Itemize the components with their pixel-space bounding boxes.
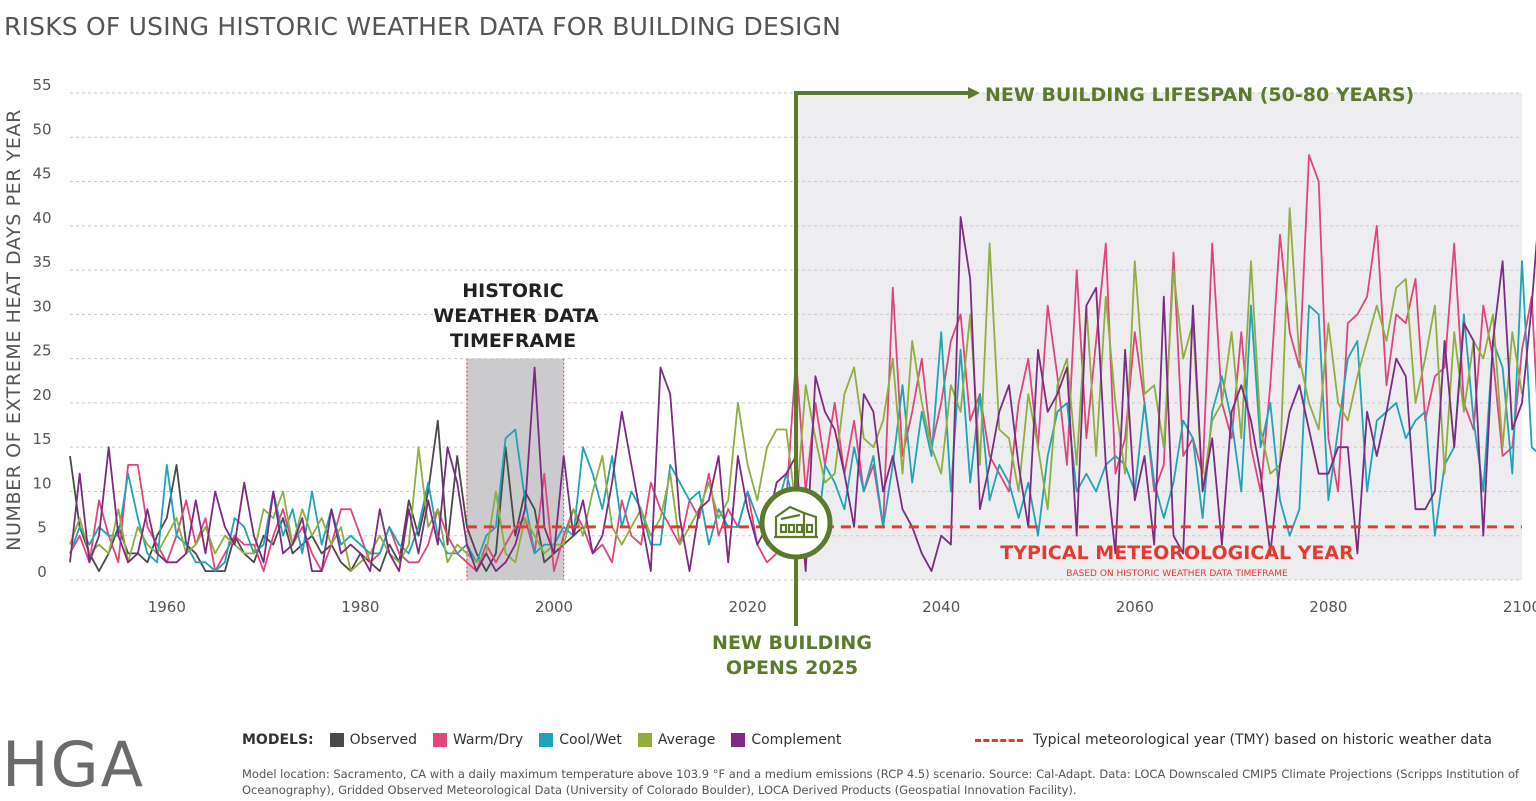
y-tick-5: 5	[37, 519, 47, 537]
y-tick-25: 25	[32, 342, 51, 360]
y-axis-label: NUMBER OF EXTREME HEAT DAYS PER YEAR	[3, 109, 25, 551]
legend-item-cool-wet: Cool/Wet	[539, 732, 622, 748]
footer: HGA MODELS: Observed Warm/Dry Cool/Wet A…	[0, 708, 1536, 801]
legend-label-observed: Observed	[349, 732, 417, 748]
legend-item-observed: Observed	[329, 732, 417, 748]
x-tick-1960: 1960	[148, 598, 186, 616]
legend-swatch-complement	[731, 733, 746, 747]
y-axis-ticks: 0 5 10 15 20 25 30 35 40 45 50 55	[32, 76, 51, 581]
tmy-legend-dash	[975, 738, 1023, 742]
y-tick-35: 35	[32, 253, 51, 271]
opens-label-1: NEW BUILDING	[712, 632, 872, 654]
legend-label-average: Average	[657, 732, 716, 748]
series-complement	[69, 216, 1536, 572]
y-tick-50: 50	[32, 120, 51, 138]
historic-label-1: HISTORIC	[462, 280, 563, 302]
historic-label-3: TIMEFRAME	[450, 330, 576, 352]
opens-label-2: OPENS 2025	[726, 657, 858, 679]
y-tick-30: 30	[32, 297, 51, 315]
legend-swatch-observed	[329, 733, 344, 747]
x-tick-2020: 2020	[729, 598, 767, 616]
y-tick-40: 40	[32, 209, 51, 227]
tmy-label: TYPICAL METEOROLOGICAL YEAR	[1000, 542, 1354, 564]
legend-label-cool-wet: Cool/Wet	[559, 732, 622, 748]
x-tick-2060: 2060	[1116, 598, 1154, 616]
x-tick-2100: 2100	[1503, 598, 1536, 616]
y-tick-15: 15	[32, 430, 51, 448]
chart: RISKS OF USING HISTORIC WEATHER DATA FOR…	[3, 12, 1536, 679]
legend-item-complement: Complement	[731, 732, 841, 748]
lifespan-arrow	[968, 87, 980, 99]
tmy-legend: Typical meteorological year (TMY) based …	[975, 732, 1492, 748]
legend-swatch-cool-wet	[539, 733, 554, 747]
source-note: Model location: Sacramento, CA with a da…	[242, 767, 1520, 797]
legend-title: MODELS:	[242, 732, 314, 748]
historic-label-2: WEATHER DATA	[433, 305, 599, 327]
legend-label-warm-dry: Warm/Dry	[452, 732, 524, 748]
tmy-sublabel: BASED ON HISTORIC WEATHER DATA TIMEFRAME	[1066, 569, 1288, 579]
x-axis-ticks: 1960 1980 2000 2020 2040 2060 2080 2100	[148, 598, 1536, 616]
chart-title: RISKS OF USING HISTORIC WEATHER DATA FOR…	[4, 12, 841, 41]
hga-logo: HGA	[2, 728, 146, 801]
legend-swatch-warm-dry	[432, 733, 447, 747]
legend-swatch-average	[637, 733, 652, 747]
y-tick-45: 45	[32, 165, 51, 183]
x-tick-1980: 1980	[341, 598, 379, 616]
x-tick-2000: 2000	[535, 598, 573, 616]
legend-item-warm-dry: Warm/Dry	[432, 732, 524, 748]
x-tick-2040: 2040	[922, 598, 960, 616]
lifespan-label: NEW BUILDING LIFESPAN (50-80 YEARS)	[985, 84, 1414, 106]
y-tick-0: 0	[37, 563, 47, 581]
tmy-legend-label: Typical meteorological year (TMY) based …	[1033, 732, 1492, 748]
y-tick-55: 55	[32, 76, 51, 94]
building-icon	[759, 486, 833, 560]
legend: MODELS: Observed Warm/Dry Cool/Wet Avera…	[242, 732, 857, 748]
lifespan-bracket	[794, 91, 968, 550]
y-tick-10: 10	[32, 474, 51, 492]
x-tick-2080: 2080	[1309, 598, 1347, 616]
future-region	[796, 93, 1522, 580]
y-tick-20: 20	[32, 386, 51, 404]
legend-item-average: Average	[637, 732, 716, 748]
legend-label-complement: Complement	[751, 732, 842, 748]
